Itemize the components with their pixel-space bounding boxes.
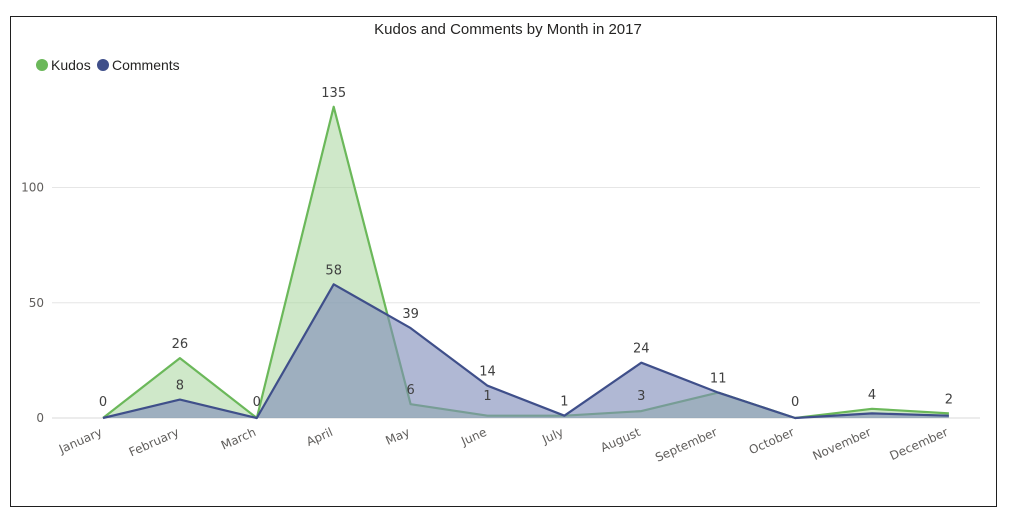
data-label-kudos-october: 0 bbox=[791, 395, 799, 410]
x-tick-label-february: February bbox=[127, 425, 181, 459]
x-tick-label-august: August bbox=[598, 425, 642, 455]
x-tick-label-june: June bbox=[458, 425, 488, 449]
chart-frame bbox=[10, 16, 997, 507]
data-label-comments-february: 8 bbox=[176, 379, 184, 394]
data-label-kudos-november: 4 bbox=[868, 388, 876, 403]
x-tick-label-september: September bbox=[653, 425, 719, 465]
series-kudos-area bbox=[103, 106, 949, 419]
x-axis: January February March April May June July Augu… bbox=[56, 425, 950, 465]
legend-comments-marker bbox=[97, 59, 109, 71]
data-label-kudos-september: 11 bbox=[710, 372, 727, 387]
x-tick-label-october: October bbox=[747, 425, 797, 457]
data-label-kudos-december: 2 bbox=[945, 392, 953, 407]
series-kudos-line bbox=[102, 105, 949, 420]
x-tick-label-march: March bbox=[219, 425, 258, 453]
data-label-kudos-july: 1 bbox=[560, 395, 568, 410]
legend-comments-label: Comments bbox=[112, 57, 180, 73]
legend-kudos-label: Kudos bbox=[51, 57, 91, 73]
chart-title: Kudos and Comments by Month in 2017 bbox=[374, 21, 642, 38]
legend-kudos-marker bbox=[36, 59, 48, 71]
data-label-kudos-february: 26 bbox=[172, 337, 189, 352]
data-label-comments-april: 58 bbox=[325, 263, 342, 278]
legend: Kudos Comments bbox=[36, 57, 180, 73]
series-layer bbox=[102, 105, 949, 420]
data-label-comments-may: 39 bbox=[402, 307, 419, 322]
y-tick-label-50: 50 bbox=[29, 296, 44, 310]
y-tick-label-100: 100 bbox=[21, 181, 44, 195]
data-label-kudos-june: 1 bbox=[483, 389, 491, 404]
data-label-kudos-march: 0 bbox=[253, 395, 261, 410]
data-label-kudos-august: 3 bbox=[637, 389, 645, 404]
x-tick-label-january: January bbox=[56, 425, 104, 457]
x-tick-label-may: May bbox=[383, 425, 411, 448]
series-comments-area bbox=[103, 284, 949, 418]
x-tick-label-july: July bbox=[539, 425, 565, 447]
x-tick-label-november: November bbox=[810, 425, 873, 463]
x-tick-label-april: April bbox=[304, 425, 335, 449]
y-axis: 0 50 100 bbox=[21, 181, 44, 426]
y-tick-label-0: 0 bbox=[36, 411, 44, 425]
data-label-kudos-april: 135 bbox=[321, 86, 346, 101]
data-label-kudos-may: 6 bbox=[406, 383, 414, 398]
x-tick-label-december: December bbox=[888, 425, 951, 463]
data-label-comments-august: 24 bbox=[633, 342, 650, 357]
data-label-kudos-january: 0 bbox=[99, 395, 107, 410]
series-comments-line bbox=[102, 283, 949, 420]
data-label-comments-june: 14 bbox=[479, 365, 496, 380]
